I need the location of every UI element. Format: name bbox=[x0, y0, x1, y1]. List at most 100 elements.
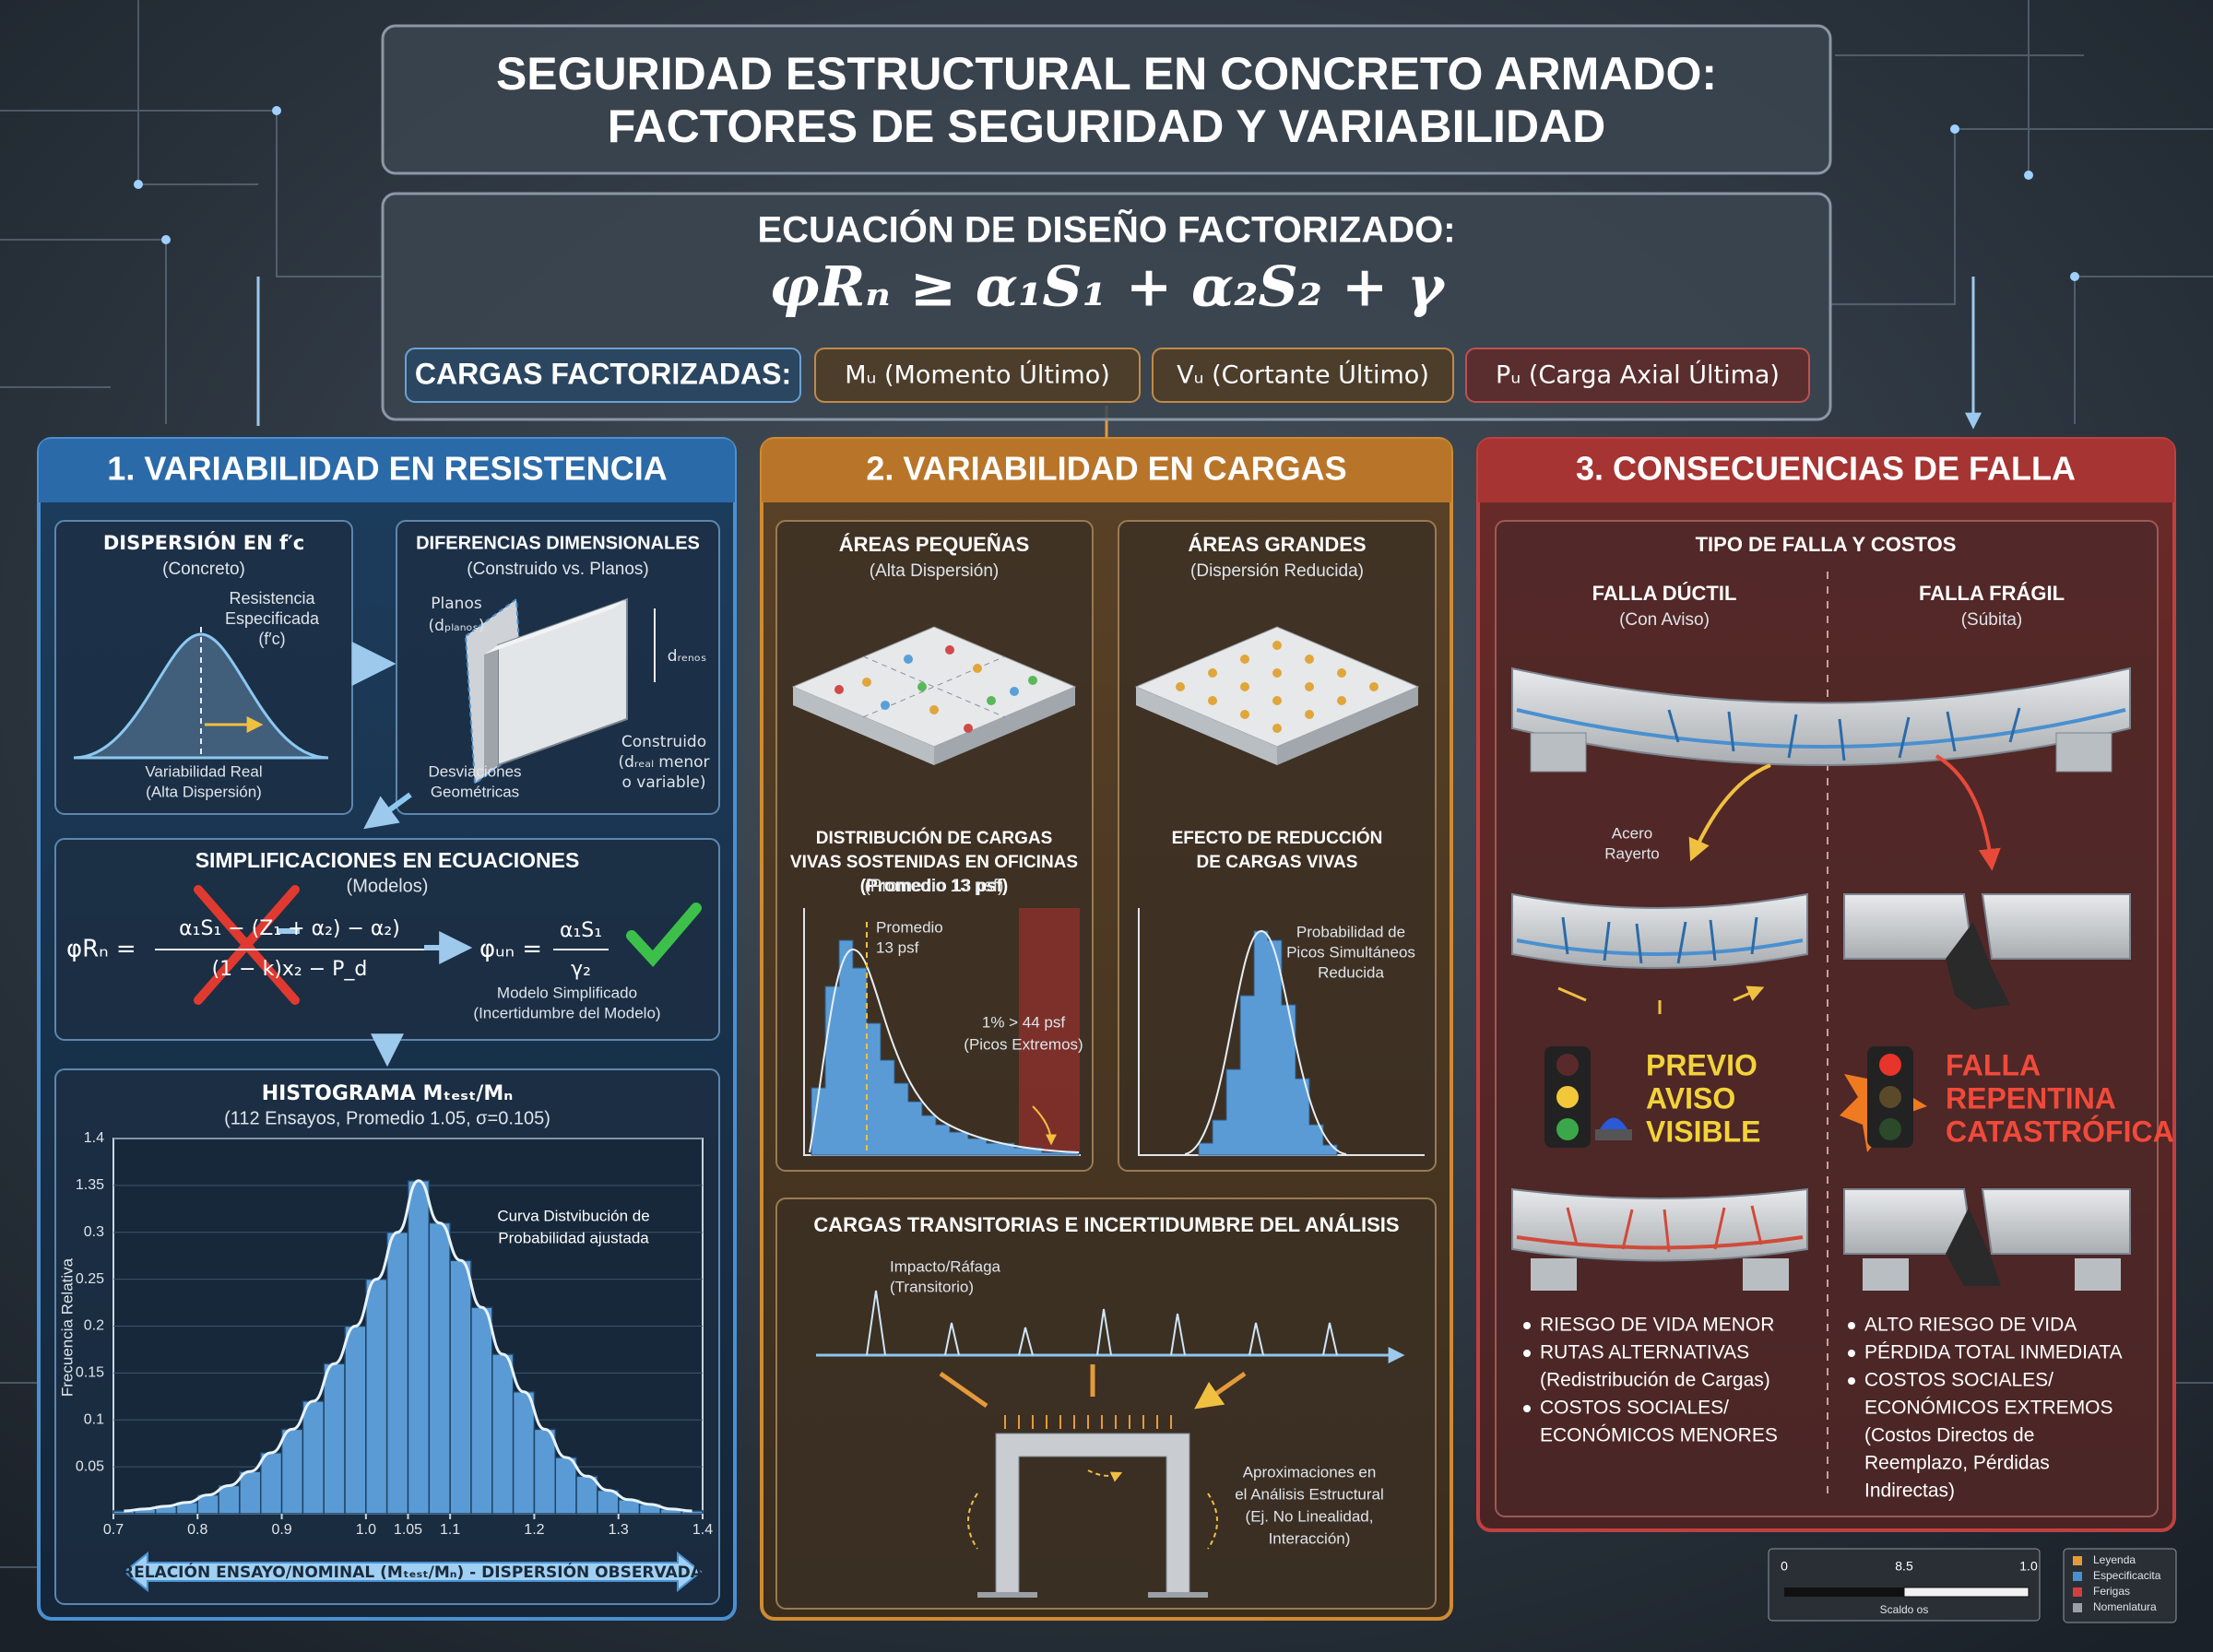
connector bbox=[256, 277, 1973, 426]
label: Interacción) bbox=[1269, 1529, 1351, 1547]
label: Curva Distvibución de bbox=[497, 1207, 649, 1224]
traffic-light-ductile bbox=[1544, 1046, 1632, 1148]
bar bbox=[302, 1400, 325, 1515]
label: (Ej. No Linealidad, bbox=[1246, 1507, 1374, 1525]
bar bbox=[533, 1428, 557, 1515]
label: γ₂ bbox=[571, 958, 591, 981]
label: DE CARGAS VIVAS bbox=[1197, 853, 1358, 872]
label: 8.5 bbox=[1895, 1559, 1913, 1574]
legend-swatch bbox=[2073, 1556, 2082, 1565]
fit-curve bbox=[124, 1179, 692, 1513]
scale-bar bbox=[1784, 1587, 1904, 1597]
label: Aproximaciones en bbox=[1243, 1463, 1377, 1481]
bell-curve bbox=[73, 632, 329, 760]
transient-illustration bbox=[816, 1290, 1405, 1598]
label: COSTOS SOCIALES/ bbox=[1540, 1398, 1729, 1419]
x-tick-label: 1.3 bbox=[609, 1522, 629, 1538]
x-tick-label: 0.9 bbox=[271, 1522, 291, 1538]
label: ECONÓMICOS MENORES bbox=[1540, 1425, 1778, 1446]
bar bbox=[239, 1470, 262, 1515]
x-tick-label: 1.0 bbox=[356, 1522, 376, 1538]
bar bbox=[407, 1180, 431, 1515]
label: RIESGO DE VIDA MENOR bbox=[1540, 1315, 1774, 1336]
label: PREVIO bbox=[1646, 1048, 1757, 1081]
label: Nomenlatura bbox=[2093, 1600, 2157, 1613]
label: (Construido vs. Planos) bbox=[467, 560, 648, 579]
scale-box bbox=[1768, 1548, 2041, 1622]
bar bbox=[491, 1353, 515, 1515]
y-tick-label: 1.4 bbox=[84, 1130, 104, 1146]
bullet bbox=[1523, 1322, 1531, 1329]
bar bbox=[554, 1457, 577, 1515]
label: Pᵤ (Carga Axial Última) bbox=[1496, 360, 1780, 390]
label: REPENTINA bbox=[1946, 1081, 2116, 1115]
label: (Incertidumbre del Modelo) bbox=[473, 1004, 660, 1021]
beam-main bbox=[1511, 667, 2131, 871]
y-tick-label: 0.05 bbox=[76, 1458, 104, 1474]
label: CARGAS TRANSITORIAS E INCERTIDUMBRE DEL … bbox=[813, 1213, 1399, 1236]
bar bbox=[344, 1325, 367, 1515]
load-distribution-large bbox=[1138, 908, 1425, 1156]
chip bbox=[1152, 348, 1454, 403]
y-tick-label: 0.25 bbox=[76, 1271, 104, 1287]
bar bbox=[470, 1306, 493, 1515]
bar bbox=[260, 1452, 283, 1515]
flow-arrow bbox=[363, 792, 412, 830]
label: 1.0 bbox=[2019, 1559, 2038, 1574]
label: SIMPLIFICACIONES EN ECUACIONES bbox=[195, 848, 580, 872]
beams-bottom bbox=[1511, 1187, 2131, 1291]
label: Resistencia bbox=[229, 589, 315, 608]
label: Ferigas bbox=[2093, 1585, 2130, 1598]
label: (Súbita) bbox=[1961, 610, 2023, 630]
chart-title: HISTOGRAMA Mₜₑₛₜ/Mₙ bbox=[262, 1082, 514, 1105]
label: α₁S₁ bbox=[560, 919, 602, 942]
label: (dᵣₑₐₗ menor bbox=[619, 753, 710, 772]
label: (f′c) bbox=[258, 630, 285, 648]
label: (Promedio 13 psf) bbox=[864, 877, 1003, 896]
y-axis-label: Frecuencia Relativa bbox=[58, 1257, 76, 1397]
label: α₁S₁ − (Z₁ + α₂) − α₂) bbox=[179, 917, 400, 940]
label: Leyenda bbox=[2093, 1553, 2136, 1566]
panel-header bbox=[39, 439, 735, 502]
panel-header bbox=[1478, 439, 2174, 502]
x-tick-label: 1.05 bbox=[394, 1522, 422, 1538]
x-tick-label: 0.8 bbox=[187, 1522, 207, 1538]
label: AVISO bbox=[1646, 1081, 1735, 1115]
label: DIFERENCIAS DIMENSIONALES bbox=[416, 533, 700, 553]
bar bbox=[365, 1278, 388, 1515]
label: el Análisis Estructural bbox=[1235, 1485, 1384, 1503]
label: Reducida bbox=[1318, 963, 1384, 981]
label: (Redistribución de Cargas) bbox=[1540, 1370, 1770, 1391]
label: 1% > 44 psf bbox=[982, 1013, 1066, 1031]
label: VIVAS SOSTENIDAS EN OFICINAS bbox=[790, 853, 1078, 872]
label: DISTRIBUCIÓN DE CARGAS bbox=[816, 828, 1053, 848]
bar bbox=[280, 1428, 304, 1515]
label: (Con Aviso) bbox=[1619, 610, 1710, 630]
x-tick-label: 1.1 bbox=[440, 1522, 460, 1538]
slab-small bbox=[791, 626, 1077, 765]
label: (Dispersión Reducida) bbox=[1190, 561, 1364, 581]
bullet bbox=[1523, 1350, 1531, 1357]
scale-bar bbox=[1903, 1587, 2030, 1598]
label: Variabilidad Real bbox=[145, 762, 262, 780]
label: (Concreto) bbox=[162, 560, 245, 579]
label: Promedio bbox=[876, 918, 943, 936]
label: CARGAS FACTORIZADAS: bbox=[415, 357, 791, 390]
label: (Promedio 13 psf) bbox=[860, 877, 1008, 896]
circuit-nodes bbox=[134, 106, 2079, 281]
label: TIPO DE FALLA Y COSTOS bbox=[1696, 533, 1957, 556]
label: (Costos Directos de bbox=[1864, 1425, 2034, 1446]
label: dᵣₑₙₒₛ bbox=[668, 647, 706, 666]
label: Construido bbox=[621, 733, 706, 751]
label: RUTAS ALTERNATIVAS bbox=[1540, 1342, 1749, 1363]
label: Geométricas bbox=[431, 783, 519, 800]
label: φRₙ = bbox=[66, 936, 136, 963]
label: Desviaciones bbox=[428, 762, 521, 780]
label: FALLA FRÁGIL bbox=[1919, 582, 2065, 605]
bar bbox=[575, 1475, 598, 1515]
label: (dₚₗₐₙₒₛ) bbox=[429, 617, 485, 635]
label: Rayerto bbox=[1604, 844, 1660, 862]
label: Reemplazo, Pérdidas bbox=[1864, 1453, 2050, 1474]
label: FACTORES DE SEGURIDAD Y VARIABILIDAD bbox=[608, 100, 1606, 152]
title-box bbox=[381, 24, 1832, 175]
